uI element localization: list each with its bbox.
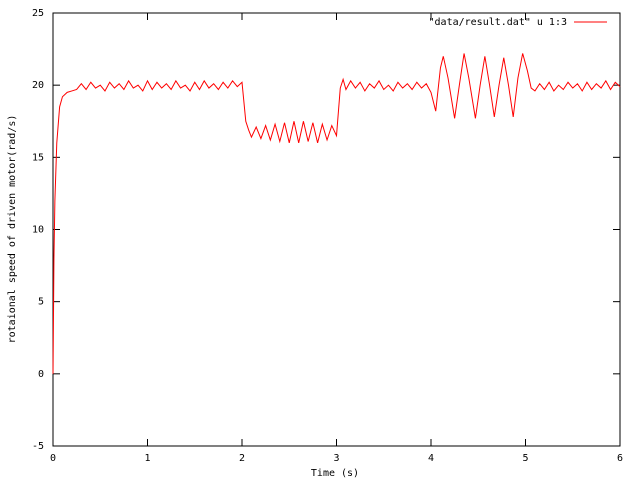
y-tick-label: 25: [32, 8, 44, 19]
x-tick-label: 3: [333, 453, 339, 464]
legend-label: "data/result.dat" u 1:3: [429, 17, 567, 28]
x-axis-label: Time (s): [311, 468, 359, 479]
y-axis-label: rotaional speed of driven motor(rad/s): [7, 115, 18, 344]
y-tick-label: 5: [38, 297, 44, 308]
x-tick-label: 5: [522, 453, 528, 464]
y-tick-label: -5: [32, 441, 44, 452]
x-tick-label: 1: [144, 453, 150, 464]
y-tick-label: 15: [32, 152, 44, 163]
x-tick-label: 4: [428, 453, 434, 464]
plot-frame: [52, 12, 621, 447]
x-tick-label: 2: [239, 453, 245, 464]
x-tick-label: 0: [50, 453, 56, 464]
y-tick-label: 20: [32, 80, 44, 91]
y-tick-label: 10: [32, 225, 44, 236]
x-tick-label: 6: [617, 453, 623, 464]
y-tick-label: 0: [38, 369, 44, 380]
data-line: [52, 53, 621, 374]
